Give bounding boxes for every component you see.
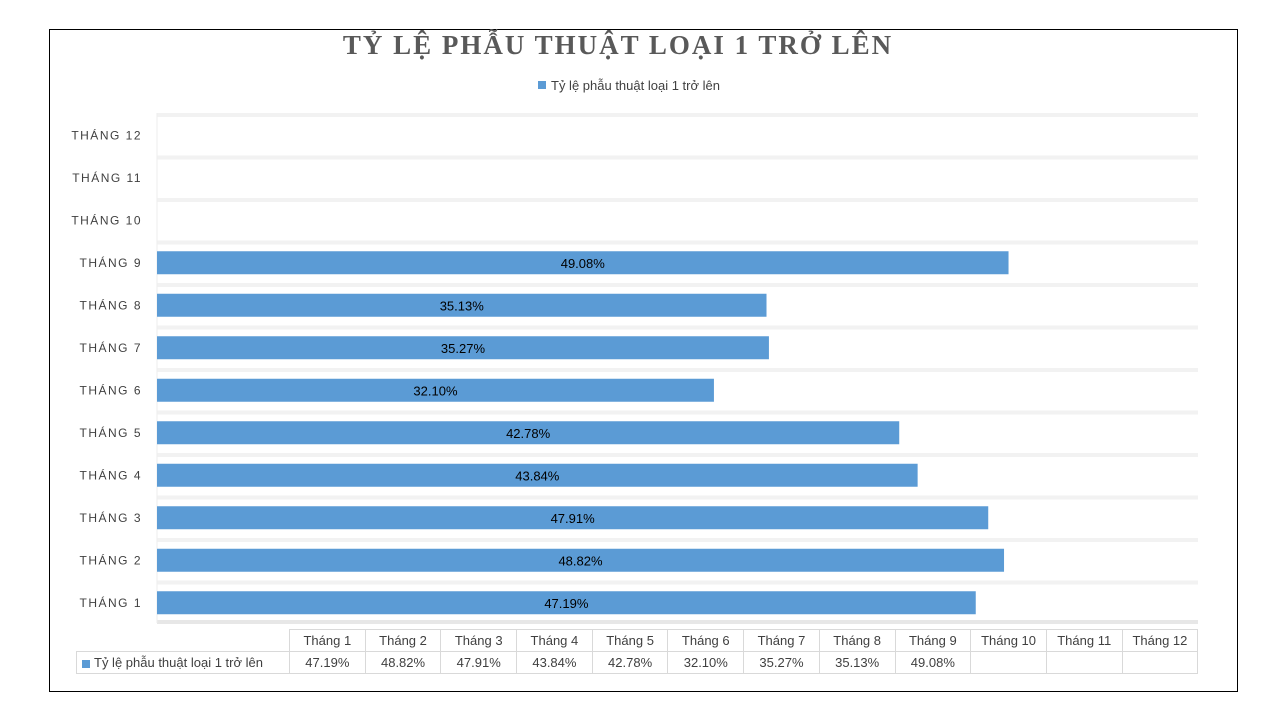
bar [157, 506, 989, 530]
bar [157, 421, 900, 445]
category-label: THÁNG 5 [79, 425, 142, 440]
gridline-band [157, 325, 1198, 330]
data-label: 47.91% [551, 511, 596, 526]
data-table-cell: 49.08% [894, 651, 972, 674]
legend-label: Tỷ lệ phẫu thuật loại 1 trở lên [551, 77, 720, 93]
data-table-header: Tháng 5 [591, 629, 669, 652]
data-label: 42.78% [506, 426, 551, 441]
category-label: THÁNG 2 [79, 552, 142, 567]
data-label: 47.19% [544, 596, 589, 611]
data-table-header: Tháng 4 [516, 629, 593, 652]
legend: Tỷ lệ phẫu thuật loại 1 trở lên [538, 77, 720, 93]
gridline-band [157, 495, 1198, 500]
data-table-series-label: Tỷ lệ phẫu thuật loại 1 trở lên [76, 651, 290, 674]
data-table-value-row: Tỷ lệ phẫu thuật loại 1 trở lên 47.19% 48.… [76, 651, 1199, 674]
chart-frame [49, 29, 1238, 692]
category-label: THÁNG 4 [79, 467, 142, 482]
data-table-cell: 42.78% [591, 651, 669, 674]
data-table-header: Tháng 9 [894, 629, 972, 652]
data-table-cell: 48.82% [364, 651, 442, 674]
data-table-header: Tháng 3 [440, 629, 518, 652]
chart-title: TỶ LỆ PHẪU THUẬT LOẠI 1 TRỞ LÊN [342, 30, 894, 60]
gridline-band [157, 453, 1198, 457]
data-table-header: Tháng 2 [364, 629, 442, 652]
data-table: Tháng 1 Tháng 2 Tháng 3 Tháng 4 Tháng 5 Tháng… [76, 629, 1199, 674]
data-table-header: Tháng 11 [1045, 629, 1123, 652]
gridline-band [157, 198, 1198, 202]
data-table-cell: 47.91% [440, 651, 518, 674]
data-table-header: Tháng 6 [667, 629, 745, 652]
gridline-band [157, 283, 1198, 287]
data-label: 48.82% [558, 553, 603, 568]
category-label: THÁNG 9 [79, 255, 142, 270]
gridline-band [157, 538, 1198, 542]
bar [157, 463, 918, 487]
data-table-header: Tháng 8 [818, 629, 896, 652]
bar [157, 378, 714, 402]
data-label: 32.10% [413, 383, 458, 398]
gridline-band [157, 240, 1198, 245]
category-label: THÁNG 11 [72, 170, 142, 185]
gridline-band [157, 155, 1198, 160]
bar [157, 591, 976, 615]
data-table-cell [1121, 651, 1199, 674]
data-table-cell: 47.19% [289, 651, 366, 674]
data-label: 35.13% [440, 298, 485, 313]
data-table-header: Tháng 7 [743, 629, 820, 652]
legend-swatch [538, 81, 546, 89]
data-table-swatch [82, 659, 90, 668]
data-table-corner [76, 629, 290, 652]
bar [157, 251, 1009, 275]
data-table-cell: 35.13% [818, 651, 896, 674]
data-table-cell [1045, 651, 1123, 674]
data-label: 35.27% [441, 341, 486, 356]
bar [157, 293, 767, 317]
category-label: THÁNG 12 [71, 127, 142, 142]
bar [157, 548, 1005, 572]
data-table-cell: 35.27% [743, 651, 820, 674]
category-label: THÁNG 1 [79, 595, 142, 610]
data-label: 43.84% [515, 468, 560, 483]
gridline-band [157, 410, 1198, 415]
category-label: THÁNG 3 [79, 510, 142, 525]
category-label: THÁNG 7 [79, 340, 142, 355]
category-label: THÁNG 6 [79, 382, 142, 397]
category-label: THÁNG 10 [71, 212, 142, 227]
data-table-cell [970, 651, 1047, 674]
data-label: 49.08% [561, 256, 606, 271]
gridline-band [157, 580, 1198, 585]
gridline-band [157, 113, 1198, 117]
category-label: THÁNG 8 [79, 297, 142, 312]
bar [157, 336, 769, 360]
data-table-header-row: Tháng 1 Tháng 2 Tháng 3 Tháng 4 Tháng 5 Tháng… [76, 629, 1199, 652]
data-table-header: Tháng 12 [1121, 629, 1199, 652]
data-table-header: Tháng 10 [970, 629, 1047, 652]
data-table-series-name: Tỷ lệ phẫu thuật loại 1 trở lên [94, 655, 263, 670]
data-table-header: Tháng 1 [289, 629, 366, 652]
axis-floor [157, 620, 1198, 624]
data-table-cell: 43.84% [516, 651, 593, 674]
data-table-cell: 32.10% [667, 651, 745, 674]
gridline-band [157, 368, 1198, 372]
